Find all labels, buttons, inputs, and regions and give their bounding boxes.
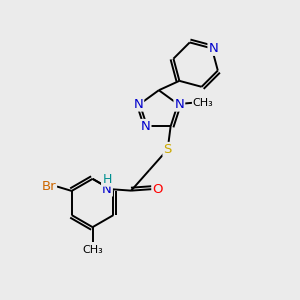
Text: CH₃: CH₃ [193, 98, 214, 108]
Text: O: O [152, 183, 163, 196]
Text: S: S [164, 143, 172, 156]
Text: Br: Br [41, 180, 56, 193]
Text: N: N [134, 98, 143, 111]
Text: N: N [175, 98, 184, 111]
Text: N: N [102, 183, 112, 196]
Text: N: N [141, 120, 151, 133]
Text: H: H [102, 173, 112, 186]
Text: CH₃: CH₃ [82, 245, 103, 255]
Text: N: N [208, 42, 218, 55]
